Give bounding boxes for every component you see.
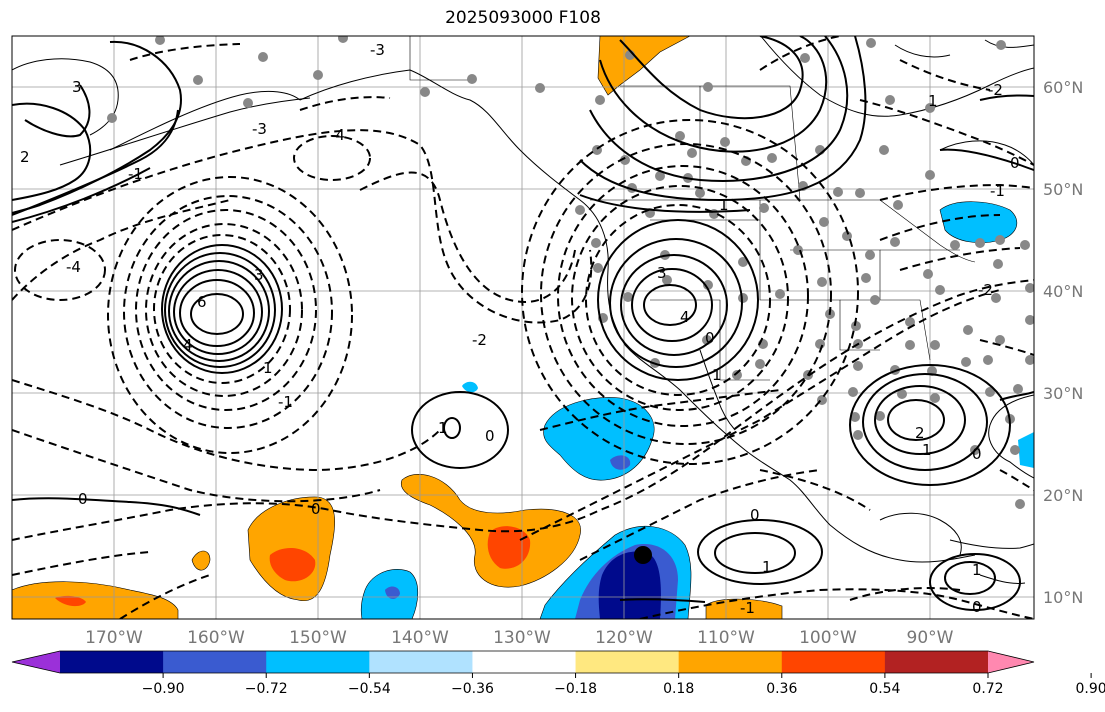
contour-label: 2 <box>915 424 925 442</box>
lat-label: 50°N <box>1043 180 1083 199</box>
contour-label: 0 <box>1010 154 1020 172</box>
map-panel: 6 4 3 3 4 3 1 0 0 0 1 2 1 0 1 1 0 1 2 0 … <box>12 36 1034 619</box>
contour-label: 1 <box>972 561 982 579</box>
contour-labels-dashed: -4 -2 -4 -3 -3 -2 -1 -2 -1 -1 0 -1 <box>66 41 1005 617</box>
colorbar-extend-high <box>988 651 1034 673</box>
contour-label: 1 <box>922 441 932 459</box>
contour-label: 1 <box>762 558 772 576</box>
longitude-labels: 170°W 160°W 150°W 140°W 130°W 120°W 110°… <box>85 628 954 648</box>
shade-darkblue-118w <box>598 551 661 619</box>
lon-label: 90°W <box>907 628 954 648</box>
contour-label: 6 <box>197 293 207 311</box>
colorbar-tick-label: 0.90 <box>1076 681 1105 697</box>
contour-label: -4 <box>330 126 345 144</box>
contour-label: -4 <box>66 258 81 276</box>
contour-label: 0 <box>311 500 321 518</box>
colorbar-segment <box>266 651 370 673</box>
lat-label: 10°N <box>1043 588 1083 607</box>
colorbar-extend-low <box>12 651 60 673</box>
contour-label: -1 <box>740 599 755 617</box>
shade-red-170w <box>55 595 86 607</box>
lon-label: 110°W <box>697 628 755 648</box>
lon-label: 140°W <box>391 628 449 648</box>
plot-title: 2025093000 F108 <box>445 8 601 28</box>
contour-label: 0 <box>750 506 760 524</box>
contour-label: -1 <box>990 182 1005 200</box>
contour-labels-solid: 6 4 3 3 4 3 1 0 0 0 1 2 1 0 1 1 0 1 2 0 … <box>20 78 1020 616</box>
contour-label: -2 <box>978 281 993 299</box>
contour-label: 0 <box>705 329 715 347</box>
shade-blue-134w <box>462 381 478 393</box>
colorbar-segment <box>369 651 473 673</box>
colorbar-tick-label: 0.18 <box>663 681 694 697</box>
shade-medblue-121w <box>610 455 631 470</box>
shade-red-130w <box>487 526 531 569</box>
colorbar-segment <box>884 651 989 673</box>
contour-label: 1 <box>928 92 938 110</box>
colorbar-segment <box>163 651 267 673</box>
contour-label: 0 <box>972 445 982 463</box>
colorbar-tick-label: −0.90 <box>142 681 185 697</box>
contour-label: 1 <box>719 196 729 214</box>
lat-label: 20°N <box>1043 486 1083 505</box>
lat-label: 40°N <box>1043 282 1083 301</box>
colorbar-tick-label: 0.54 <box>869 681 900 697</box>
contour-label: 4 <box>680 308 690 326</box>
low-centers <box>634 546 652 564</box>
contour-label: -3 <box>252 120 267 138</box>
map-frame <box>11 35 1035 620</box>
colorbar-outline <box>11 650 1035 674</box>
latitude-labels: 60°N 50°N 40°N 30°N 20°N 10°N <box>1043 78 1083 607</box>
lon-label: 100°W <box>799 628 857 648</box>
colorbar-tick-label: −0.54 <box>348 681 391 697</box>
colorbar-segment <box>472 651 577 673</box>
contour-label: 1 <box>438 419 448 437</box>
lat-label: 30°N <box>1043 384 1083 403</box>
colorbar-tick-label: −0.36 <box>451 681 494 697</box>
solid-contours <box>12 36 1034 611</box>
colorbar-segment <box>575 651 680 673</box>
lon-label: 170°W <box>85 628 143 648</box>
shade-orange-157w <box>191 550 211 571</box>
lon-label: 120°W <box>595 628 653 648</box>
colorbar-tick-label: −0.18 <box>554 681 597 697</box>
colorbar-segment <box>678 651 783 673</box>
colorbar-tick-label: 0.36 <box>766 681 797 697</box>
lat-label: 60°N <box>1043 78 1083 97</box>
colorbar-segment <box>60 651 164 673</box>
shade-blue-east-edge <box>1018 432 1034 468</box>
lon-label: 150°W <box>289 628 347 648</box>
contour-label: -2 <box>988 81 1003 99</box>
colorbar-tick-label: 0.72 <box>972 681 1003 697</box>
dashed-contours <box>12 36 1034 619</box>
contour-label: -1 <box>278 393 293 411</box>
coastlines <box>12 36 1034 584</box>
contour-label: 3 <box>657 264 667 282</box>
contour-label: 1 <box>263 359 273 377</box>
colorbar-tick-label: −0.72 <box>245 681 288 697</box>
contour-label: -2 <box>472 331 487 349</box>
shade-blue-great-lakes <box>939 201 1018 243</box>
contour-label: 0 <box>972 598 982 616</box>
contour-label: 0 <box>78 490 88 508</box>
contour-label: 2 <box>20 148 30 166</box>
contour-label: 3 <box>72 78 82 96</box>
graticule <box>12 36 1034 619</box>
contour-label: -1 <box>128 165 143 183</box>
shade-medblue-140w <box>385 586 400 599</box>
lon-label: 130°W <box>493 628 551 648</box>
lon-label: 160°W <box>187 628 245 648</box>
contour-label: 1 <box>712 366 722 384</box>
contour-label: -3 <box>370 41 385 59</box>
shade-orange-108w <box>705 598 783 619</box>
contour-label: 0 <box>485 427 495 445</box>
colorbar: −0.90 −0.72 −0.54 −0.36 −0.18 0.18 0.36 0.54 0.7… <box>11 650 1105 697</box>
colorbar-segment <box>781 651 886 673</box>
shade-red-150w <box>269 548 316 582</box>
contour-label: 4 <box>183 336 193 354</box>
contour-label: 3 <box>254 266 264 284</box>
